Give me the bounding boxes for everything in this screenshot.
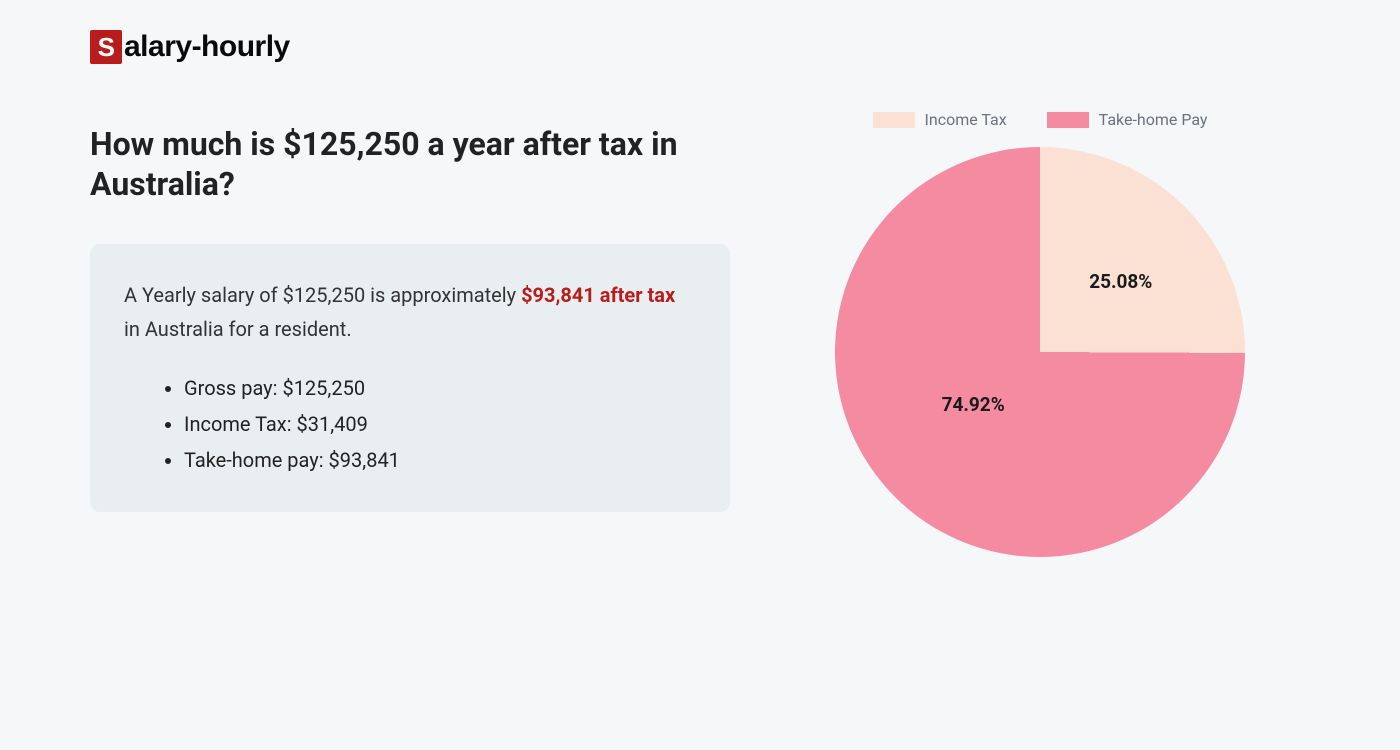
page-title: How much is $125,250 a year after tax in… <box>90 124 730 204</box>
summary-box: A Yearly salary of $125,250 is approxima… <box>90 244 730 512</box>
logo-badge: S <box>90 30 122 64</box>
page-container: Salary-hourly How much is $125,250 a yea… <box>0 0 1400 750</box>
logo-text: alary-hourly <box>124 30 290 64</box>
right-column: Income Tax Take-home Pay 25.08% 74.92% <box>770 30 1310 720</box>
pie-slice-label: 74.92% <box>942 393 1005 416</box>
pie-slice-label: 25.08% <box>1089 270 1152 293</box>
bullet-list: Gross pay: $125,250 Income Tax: $31,409 … <box>124 370 696 478</box>
legend-label: Income Tax <box>925 110 1007 129</box>
summary-suffix: in Australia for a resident. <box>124 317 352 341</box>
summary-highlight: $93,841 after tax <box>521 283 675 307</box>
legend-label: Take-home Pay <box>1099 110 1208 129</box>
pie-circle <box>835 147 1245 557</box>
summary-text: A Yearly salary of $125,250 is approxima… <box>124 278 696 346</box>
site-logo: Salary-hourly <box>90 30 730 64</box>
legend-swatch <box>873 112 915 128</box>
legend-item-take-home: Take-home Pay <box>1047 110 1208 129</box>
summary-prefix: A Yearly salary of $125,250 is approxima… <box>124 283 521 307</box>
left-column: Salary-hourly How much is $125,250 a yea… <box>90 30 770 720</box>
legend-swatch <box>1047 112 1089 128</box>
chart-legend: Income Tax Take-home Pay <box>873 110 1208 129</box>
bullet-item: Gross pay: $125,250 <box>184 370 696 406</box>
bullet-item: Income Tax: $31,409 <box>184 406 696 442</box>
pie-chart: 25.08% 74.92% <box>835 147 1245 557</box>
legend-item-income-tax: Income Tax <box>873 110 1007 129</box>
bullet-item: Take-home pay: $93,841 <box>184 442 696 478</box>
